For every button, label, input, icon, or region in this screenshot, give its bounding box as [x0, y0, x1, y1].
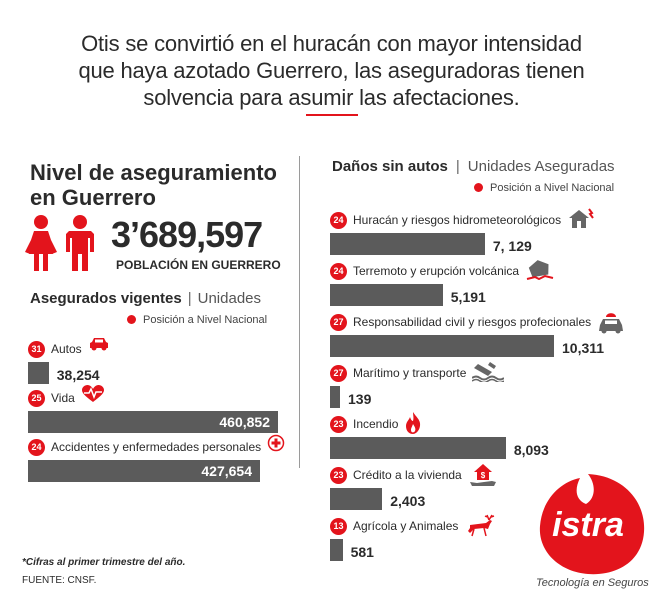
rank-badge-responsabilidad-civil-y-riesgos-profecionales: 27	[330, 314, 347, 331]
bar-accidentes-y-enfermedades-personales	[28, 460, 260, 482]
svg-text:$: $	[481, 471, 486, 480]
footnote: *Cifras al primer trimestre del año.	[22, 557, 186, 568]
legend-dot-icon	[127, 315, 136, 324]
rank-badge-incendio: 23	[330, 416, 347, 433]
value-label-maritimo-y-transporte: 139	[348, 391, 372, 407]
svg-text:istra: istra	[552, 506, 624, 544]
headline-line-3: solvencia para asumir las afectaciones.	[143, 85, 520, 110]
right-legend-label: Posición a Nivel Nacional	[490, 182, 615, 194]
bar-terremoto-y-erupcion-volcanica	[330, 284, 443, 306]
left-section-separator: |	[187, 290, 192, 307]
medical-cross-icon	[267, 434, 285, 457]
fire-icon	[404, 411, 422, 440]
value-label-accidentes-y-enfermedades-personales: 427,654	[201, 463, 252, 479]
left-section-title: Asegurados vigentes | Unidades	[30, 290, 261, 307]
value-label-agricola-y-animales: 581	[350, 544, 374, 560]
headline: Otis se convirtió en el huracán con mayo…	[0, 30, 663, 111]
left-section-name: Asegurados vigentes	[30, 290, 182, 307]
rank-badge-autos: 31	[28, 341, 45, 358]
bar-maritimo-y-transporte	[330, 386, 340, 408]
category-label-maritimo-y-transporte: Marítimo y transporte	[353, 366, 467, 380]
tagline: Tecnología en Seguros	[536, 577, 649, 589]
bar-huracan-y-riesgos-hidrometeorologicos	[330, 233, 485, 255]
right-section-name: Daños sin autos	[332, 158, 448, 175]
headline-underline	[306, 114, 358, 116]
istra-logo: istra	[539, 474, 645, 575]
rank-badge-huracan-y-riesgos-hidrometeorologicos: 24	[330, 212, 347, 229]
left-legend-label: Posición a Nivel Nacional	[143, 314, 268, 326]
value-label-incendio: 8,093	[513, 442, 549, 458]
source: FUENTE: CNSF.	[22, 575, 97, 586]
headline-line-2: que haya azotado Guerrero, las asegurado…	[78, 58, 585, 83]
right-section-unit: Unidades Aseguradas	[467, 158, 615, 175]
category-label-huracan-y-riesgos-hidrometeorologicos: Huracán y riesgos hidrometeorológicos	[353, 213, 562, 227]
category-label-incendio: Incendio	[353, 417, 399, 431]
right-section-title: Daños sin autos | Unidades Aseguradas	[332, 158, 615, 175]
bar-incendio	[330, 437, 506, 459]
value-label-huracan-y-riesgos-hidrometeorologicos: 7, 129	[492, 238, 532, 254]
rank-badge-vida: 25	[28, 390, 45, 407]
population-value: 3’689,597	[111, 214, 263, 255]
population-label: POBLACIÓN EN GUERRERO	[116, 258, 281, 272]
category-label-terremoto-y-erupcion-volcanica: Terremoto y erupción volcánica	[353, 264, 520, 278]
headline-line-1: Otis se convirtió en el huracán con mayo…	[81, 31, 582, 56]
rank-badge-terremoto-y-erupcion-volcanica: 24	[330, 263, 347, 280]
people-icon	[25, 215, 94, 271]
right-legend: Posición a Nivel Nacional	[474, 182, 614, 194]
value-label-responsabilidad-civil-y-riesgos-profecionales: 10,311	[562, 340, 605, 356]
value-label-terremoto-y-erupcion-volcanica: 5,191	[450, 289, 486, 305]
car-icon	[88, 336, 110, 357]
left-title-line-1: Nivel de aseguramiento	[30, 160, 277, 185]
bar-agricola-y-animales	[330, 539, 343, 561]
column-divider	[299, 156, 300, 468]
storm-house-icon	[567, 207, 595, 234]
category-label-autos: Autos	[51, 342, 82, 356]
left-title: Nivel de aseguramiento en Guerrero	[30, 160, 277, 210]
right-section-separator: |	[455, 158, 460, 175]
bar-responsabilidad-civil-y-riesgos-profecionales	[330, 335, 554, 357]
house-credit-icon: $	[468, 462, 498, 493]
rank-badge-accidentes-y-enfermedades-personales: 24	[28, 439, 45, 456]
left-legend: Posición a Nivel Nacional	[127, 314, 267, 326]
bar-vida	[28, 411, 278, 433]
car-accident-icon	[597, 309, 625, 340]
value-label-autos: 38,254	[56, 367, 100, 383]
sinking-ship-icon	[471, 360, 505, 387]
category-label-vida: Vida	[51, 391, 75, 405]
rank-badge-maritimo-y-transporte: 27	[330, 365, 347, 382]
heart-icon	[81, 385, 105, 408]
rank-badge-agricola-y-animales: 13	[330, 518, 347, 535]
rank-badge-credito-a-la-vivienda: 23	[330, 467, 347, 484]
category-label-accidentes-y-enfermedades-personales: Accidentes y enfermedades personales	[51, 440, 262, 454]
left-title-line-2: en Guerrero	[30, 185, 156, 210]
category-label-responsabilidad-civil-y-riesgos-profecionales: Responsabilidad civil y riesgos profecio…	[353, 315, 592, 329]
bar-credito-a-la-vivienda	[330, 488, 383, 510]
value-label-vida: 460,852	[219, 414, 270, 430]
earthquake-house-icon	[525, 258, 555, 285]
deer-icon	[464, 513, 496, 542]
left-section-unit: Unidades	[197, 290, 262, 307]
bar-autos	[28, 362, 49, 384]
legend-dot-icon	[474, 183, 483, 192]
category-label-credito-a-la-vivienda: Crédito a la vivienda	[353, 468, 462, 482]
value-label-credito-a-la-vivienda: 2,403	[390, 493, 426, 509]
category-label-agricola-y-animales: Agrícola y Animales	[353, 519, 459, 533]
